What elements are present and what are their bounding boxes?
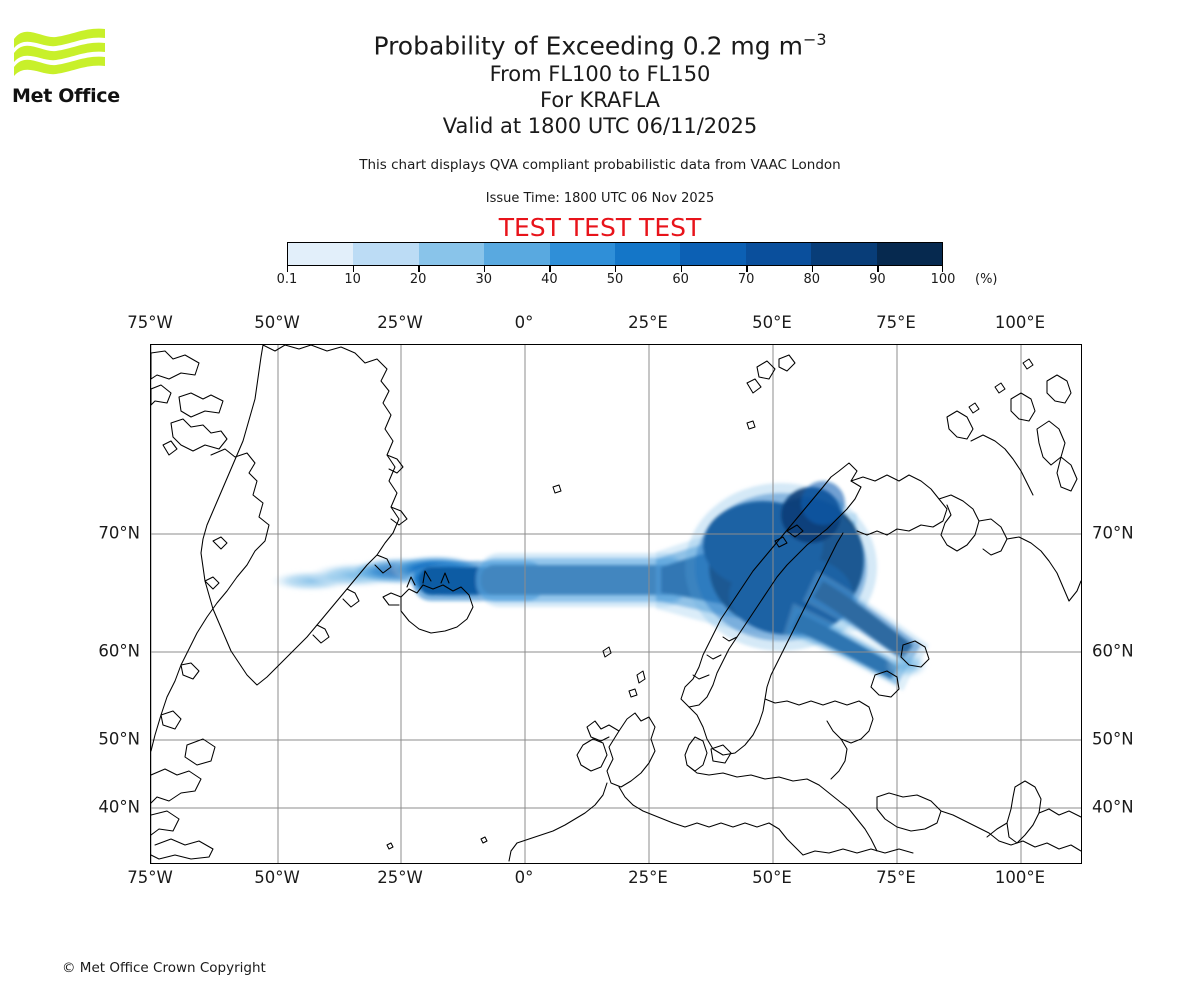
- colorbar-tick-label-10: 100: [930, 272, 956, 287]
- lat-label-right-1: 60°N: [1092, 641, 1134, 661]
- colorbar-tick-2: [418, 266, 420, 272]
- issue-time-label: Issue Time: 1800 UTC 06 Nov 2025: [485, 191, 715, 206]
- lon-label-top-0: 75°W: [127, 313, 173, 332]
- subtitle-flight-levels: From FL100 to FL150: [489, 62, 711, 87]
- chart-title-block: Probability of Exceeding 0.2 mg m−3 From…: [0, 24, 1200, 139]
- colorbar-tick-4: [549, 266, 551, 272]
- colorbar-unit-label: (%): [975, 272, 998, 287]
- test-banner: TEST TEST TEST: [498, 213, 702, 242]
- colorbar-tick-label-1: 10: [344, 272, 361, 287]
- colorbar-tick-label-6: 60: [672, 272, 689, 287]
- coastlines: [151, 345, 1081, 862]
- lon-label-bottom-6: 75°E: [876, 868, 916, 887]
- colorbar-segment-7: [745, 243, 812, 265]
- colorbar-segment-2: [418, 243, 485, 265]
- colorbar-tick-8: [811, 266, 814, 272]
- colorbar-segment-9: [876, 243, 943, 265]
- lon-label-bottom-3: 0°: [514, 868, 534, 887]
- qva-compliance-note: This chart displays QVA compliant probab…: [359, 157, 841, 173]
- colorbar-tick-10: [941, 266, 943, 272]
- page-title: Probability of Exceeding 0.2 mg m−3: [0, 24, 1200, 61]
- colorbar-tick-7: [746, 266, 748, 272]
- colorbar-ticks: [287, 266, 943, 274]
- colorbar-gradient: [287, 242, 943, 266]
- lon-label-top-5: 50°E: [752, 313, 792, 332]
- colorbar-tick-label-9: 90: [869, 272, 886, 287]
- lat-label-left-1: 60°N: [98, 641, 140, 661]
- subtitle-volcano: For KRAFLA: [540, 88, 660, 113]
- colorbar-segment-6: [680, 243, 746, 265]
- colorbar-tick-0: [287, 266, 289, 272]
- lat-label-left-0: 70°N: [98, 523, 140, 543]
- colorbar-segment-1: [353, 243, 419, 265]
- lat-label-right-3: 40°N: [1092, 797, 1134, 817]
- map-plot-area[interactable]: [150, 344, 1082, 864]
- lon-label-bottom-7: 100°E: [994, 868, 1046, 887]
- colorbar-tick-label-2: 20: [409, 272, 427, 287]
- lon-label-top-1: 50°W: [254, 313, 300, 332]
- copyright-notice: © Met Office Crown Copyright: [62, 960, 266, 976]
- colorbar-tick-label-8: 80: [803, 272, 821, 287]
- colorbar-tick-3: [483, 266, 486, 272]
- colorbar-tick-label-0: 0.1: [276, 272, 298, 287]
- colorbar-tick-label-5: 50: [606, 272, 624, 287]
- page-title-text: Probability of Exceeding 0.2 mg m: [373, 31, 803, 61]
- lat-label-left-2: 50°N: [98, 729, 140, 749]
- met-office-waves-icon: [14, 28, 105, 76]
- map-canvas: [151, 345, 1081, 863]
- lon-label-bottom-4: 25°E: [628, 868, 668, 887]
- colorbar-segment-3: [484, 243, 550, 265]
- met-office-logo: Met Office: [12, 25, 120, 115]
- colorbar-segment-4: [549, 243, 616, 265]
- colorbar-tick-label-3: 30: [475, 272, 493, 287]
- colorbar-tick-label-4: 40: [541, 272, 558, 287]
- lon-label-bottom-5: 50°E: [752, 868, 792, 887]
- lon-label-top-4: 25°E: [628, 313, 668, 332]
- lon-label-top-6: 75°E: [876, 313, 916, 332]
- ash-plume-probability-field: [269, 481, 929, 691]
- lon-label-top-3: 0°: [514, 313, 534, 332]
- lon-label-bottom-0: 75°W: [127, 868, 173, 887]
- colorbar-tick-9: [877, 266, 879, 272]
- colorbar-tick-6: [680, 266, 682, 272]
- colorbar-segment-5: [615, 243, 681, 265]
- lon-label-top-2: 25°W: [377, 313, 423, 332]
- map-gridlines: [151, 345, 1081, 863]
- lon-label-top-7: 100°E: [994, 313, 1046, 332]
- page-title-exponent: −3: [802, 30, 827, 49]
- lat-label-right-2: 50°N: [1092, 729, 1134, 749]
- colorbar-segment-0: [288, 243, 354, 265]
- lon-label-bottom-2: 25°W: [377, 868, 423, 887]
- colorbar-segment-8: [811, 243, 877, 265]
- colorbar-tick-label-7: 70: [737, 272, 755, 287]
- colorbar-tick-labels: 0.1 10 20 30 40 50 60 70 80 90 100: [277, 272, 956, 290]
- lon-label-bottom-1: 50°W: [254, 868, 300, 887]
- subtitle-valid-time: Valid at 1800 UTC 06/11/2025: [442, 114, 758, 139]
- met-office-brand-text: Met Office: [12, 85, 120, 107]
- colorbar-tick-1: [352, 266, 354, 272]
- lat-label-left-3: 40°N: [98, 797, 140, 817]
- colorbar-tick-5: [615, 266, 617, 272]
- probability-colorbar: 0.1 10 20 30 40 50 60 70 80 90 100: [277, 242, 955, 287]
- lat-label-right-0: 70°N: [1092, 523, 1134, 543]
